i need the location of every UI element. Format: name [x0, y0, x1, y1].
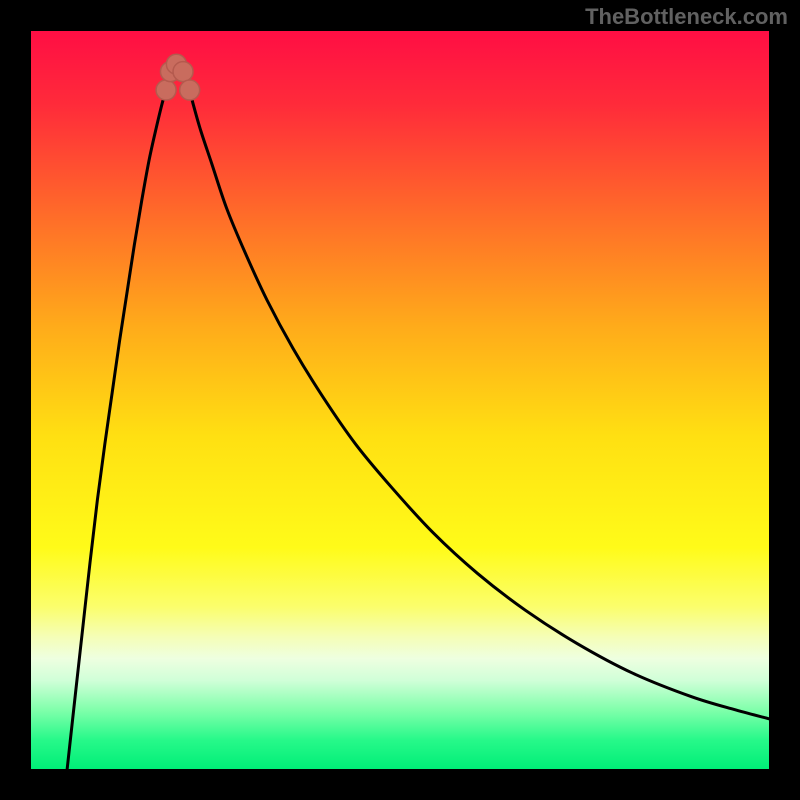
gradient-background	[31, 31, 769, 769]
marker-point	[173, 62, 193, 82]
marker-point	[156, 80, 176, 100]
chart-container: TheBottleneck.com	[0, 0, 800, 800]
marker-point	[180, 80, 200, 100]
bottleneck-chart	[31, 31, 769, 769]
watermark-text: TheBottleneck.com	[585, 4, 788, 30]
